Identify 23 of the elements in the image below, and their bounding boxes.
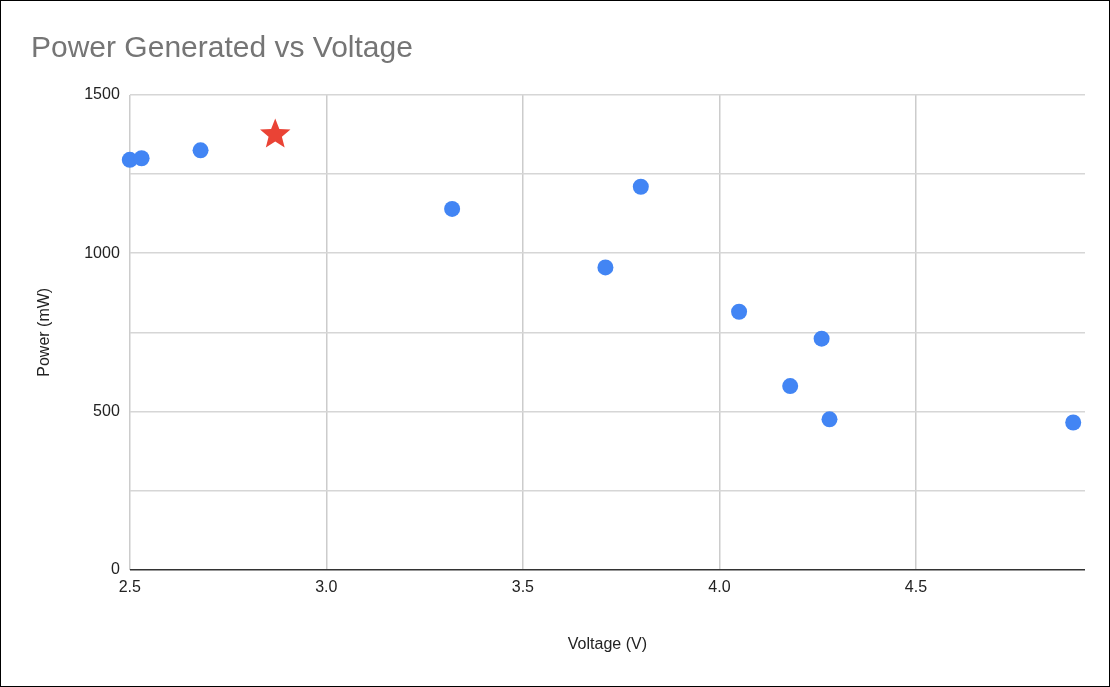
y-axis-title: Power (mW): [35, 287, 53, 377]
y-tick-label: 1000: [84, 243, 120, 261]
x-tick-label: 4.5: [904, 577, 928, 595]
point: [731, 303, 748, 320]
x-tick-label: 3.5: [511, 577, 535, 595]
point: [782, 378, 799, 395]
point: [813, 330, 830, 347]
point: [1065, 414, 1082, 431]
chart-title: Power Generated vs Voltage: [31, 30, 413, 64]
y-tick-label: 1500: [84, 85, 120, 103]
point: [821, 411, 838, 428]
x-tick-label: 2.5: [118, 577, 142, 595]
point: [597, 259, 614, 276]
point: [192, 142, 209, 159]
x-tick-label: 3.0: [315, 577, 338, 595]
point: [133, 150, 150, 167]
point: [444, 200, 461, 217]
point: [632, 178, 649, 195]
x-axis-title: Voltage (V): [567, 634, 647, 652]
y-tick-label: 500: [93, 401, 120, 419]
point: [260, 118, 291, 148]
y-tick-label: 0: [110, 560, 120, 578]
x-tick-label: 4.0: [708, 577, 731, 595]
